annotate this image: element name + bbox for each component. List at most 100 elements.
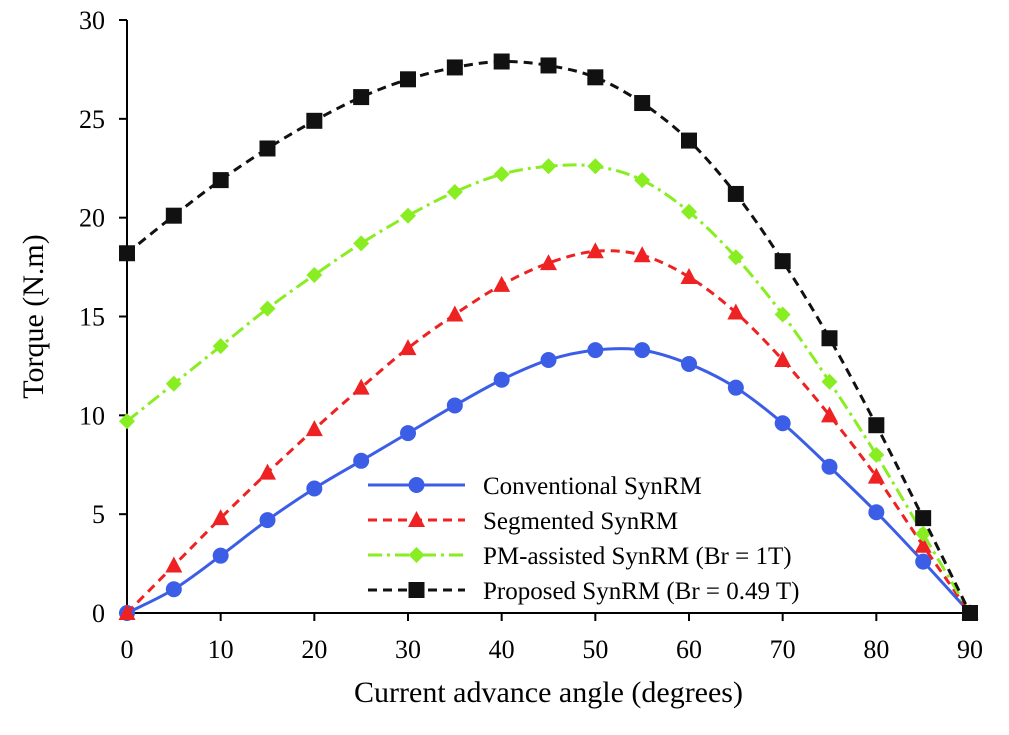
x-tick-label: 40 xyxy=(489,635,515,664)
data-point xyxy=(446,305,464,322)
x-tick-label: 20 xyxy=(301,635,327,664)
data-point xyxy=(306,112,323,129)
data-point xyxy=(399,339,417,356)
data-point xyxy=(353,452,370,469)
data-point xyxy=(634,95,651,112)
data-point xyxy=(587,69,604,86)
data-point xyxy=(493,53,510,70)
y-tick-label: 15 xyxy=(79,303,105,332)
legend-marker xyxy=(408,582,425,598)
x-tick-label: 30 xyxy=(395,635,421,664)
legend-label: Segmented SynRM xyxy=(483,508,678,535)
data-point xyxy=(727,379,744,396)
data-point xyxy=(119,245,135,262)
data-point xyxy=(681,132,697,149)
data-point xyxy=(493,371,510,388)
y-tick-label: 0 xyxy=(92,599,105,628)
data-point xyxy=(400,71,416,88)
series-1 xyxy=(119,342,978,621)
x-tick-label: 80 xyxy=(863,635,889,664)
data-point xyxy=(587,342,604,359)
data-point xyxy=(400,207,416,224)
data-point xyxy=(867,467,885,484)
data-point xyxy=(353,89,370,106)
data-point xyxy=(212,547,229,564)
data-point xyxy=(868,504,885,521)
data-point xyxy=(165,581,182,598)
data-point xyxy=(915,525,932,542)
data-point xyxy=(165,375,182,392)
data-point xyxy=(212,338,229,355)
series-2 xyxy=(118,242,979,620)
x-tick-label: 10 xyxy=(208,635,234,664)
data-point xyxy=(868,417,885,434)
legend-label: Conventional SynRM xyxy=(483,473,702,500)
data-point xyxy=(633,246,651,263)
data-point xyxy=(305,420,323,437)
data-point xyxy=(681,203,697,220)
series-3 xyxy=(119,158,978,621)
legend-label: PM-assisted SynRM (Br = 1T) xyxy=(483,543,792,570)
data-point xyxy=(915,510,932,527)
x-tick-label: 70 xyxy=(770,635,796,664)
data-point xyxy=(165,556,183,573)
x-tick-label: 0 xyxy=(121,635,134,664)
data-point xyxy=(634,172,651,189)
series-layer xyxy=(118,53,979,621)
data-point xyxy=(493,166,510,183)
data-point xyxy=(446,59,463,76)
legend-entry: Segmented SynRM xyxy=(368,508,678,535)
data-point xyxy=(774,253,791,270)
data-point xyxy=(540,254,557,271)
y-tick-label: 30 xyxy=(79,6,105,35)
data-point xyxy=(821,330,838,347)
data-point xyxy=(119,413,135,430)
y-axis-title: Torque (N.m) xyxy=(17,234,50,399)
data-point xyxy=(774,306,791,323)
data-point xyxy=(352,378,370,395)
axes: 0 5 10 15 20 25 30 0 10 20 30 40 50 60 70 80 90 xyxy=(79,6,983,664)
data-point xyxy=(727,249,744,266)
data-point xyxy=(821,458,838,475)
data-point xyxy=(681,355,697,372)
data-point xyxy=(540,158,557,175)
legend-label: Proposed SynRM (Br = 0.49 T) xyxy=(483,578,799,605)
data-point xyxy=(540,351,557,368)
y-tick-label: 20 xyxy=(79,204,105,233)
data-point xyxy=(634,342,651,359)
data-point xyxy=(727,303,745,320)
data-point xyxy=(821,373,838,390)
data-point xyxy=(774,350,792,367)
legend: Conventional SynRM Segmented SynRM PM-assi… xyxy=(368,473,799,605)
series-4 xyxy=(119,53,978,621)
x-tick-label: 50 xyxy=(582,635,608,664)
legend-marker xyxy=(408,547,425,563)
data-point xyxy=(774,415,791,432)
data-point xyxy=(727,185,744,202)
data-point xyxy=(259,512,276,529)
data-point xyxy=(400,425,416,442)
data-point xyxy=(914,536,932,553)
data-point xyxy=(446,397,463,414)
data-point xyxy=(586,242,604,259)
x-tick-label: 90 xyxy=(957,635,983,664)
data-point xyxy=(259,463,276,480)
data-point xyxy=(680,267,698,284)
data-point xyxy=(259,140,276,157)
x-tick-label: 60 xyxy=(676,635,702,664)
y-tick-label: 25 xyxy=(79,105,105,134)
legend-entry: Conventional SynRM xyxy=(368,473,702,500)
x-axis-title: Current advance angle (degrees) xyxy=(354,676,743,709)
legend-marker xyxy=(408,477,425,493)
data-point xyxy=(821,406,838,423)
y-tick-label: 5 xyxy=(92,500,105,529)
data-point xyxy=(259,300,276,317)
legend-entry: Proposed SynRM (Br = 0.49 T) xyxy=(368,578,799,605)
data-point xyxy=(540,57,557,74)
data-point xyxy=(868,446,885,463)
data-point xyxy=(306,266,323,283)
data-point xyxy=(306,480,323,497)
data-point xyxy=(915,553,932,570)
